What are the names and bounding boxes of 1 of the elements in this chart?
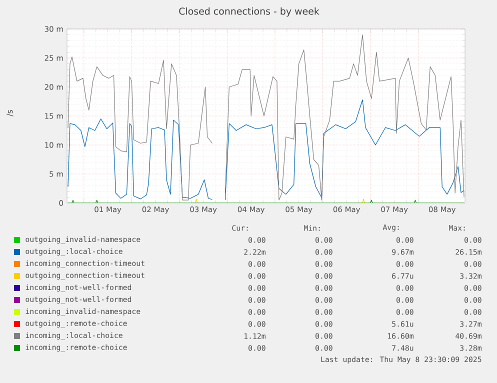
chart-title: Closed connections - by week: [179, 7, 320, 17]
